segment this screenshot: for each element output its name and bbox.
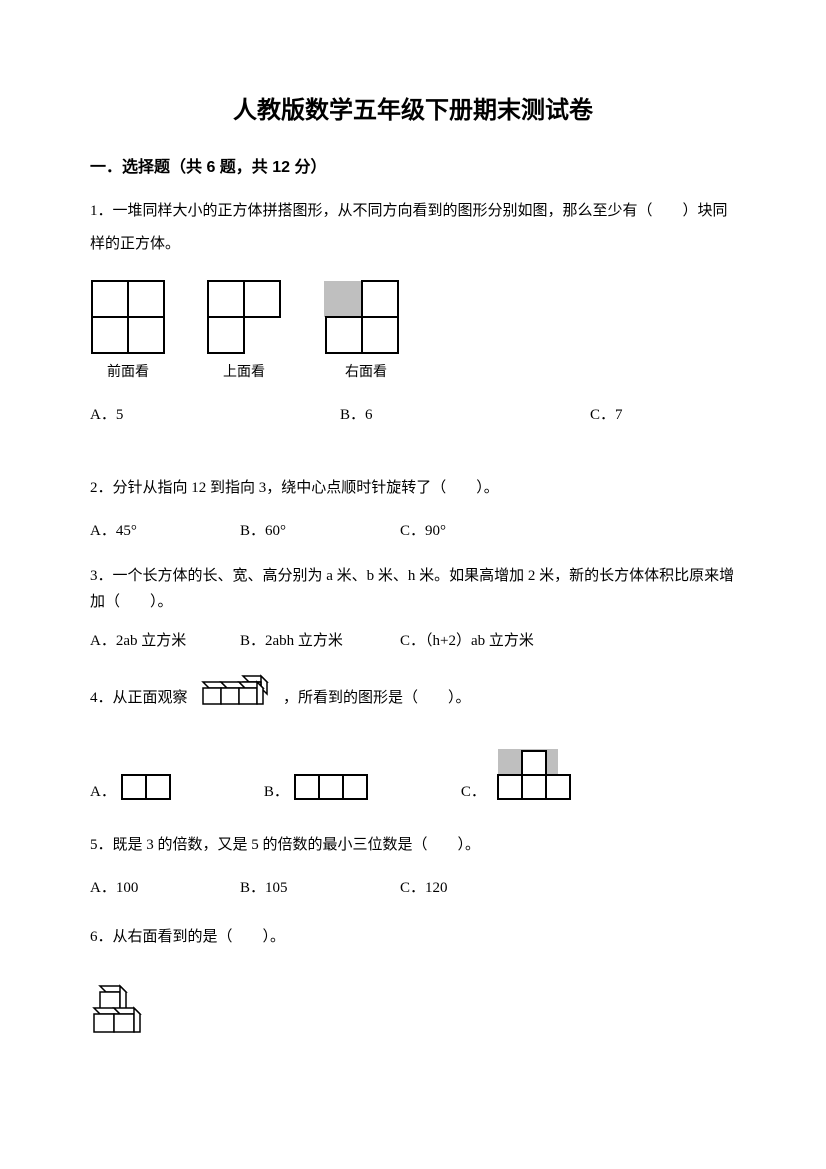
l-shape-icon [206, 279, 282, 355]
page-title: 人教版数学五年级下册期末测试卷 [90, 90, 736, 125]
q4-options: A． B． C． [90, 749, 736, 801]
q3-opt-a: A．2ab 立方米 [90, 629, 240, 650]
section-1-header: 一．选择题（共 6 题，共 12 分） [90, 153, 736, 177]
q4-opt-c-label: C． [461, 780, 486, 801]
q3-text: 3．一个长方体的长、宽、高分别为 a 米、b 米、h 米。如果高增加 2 米，新… [90, 564, 736, 615]
t-shape-icon [490, 749, 576, 801]
q4-text-post: ，所看到的图形是（ ）。 [283, 690, 471, 706]
q1-options: A．5 B．6 C．7 [90, 403, 736, 424]
cubes-stack-icon [90, 980, 160, 1038]
top-label: 上面看 [223, 361, 265, 381]
q4-opt-a: A． [90, 773, 174, 801]
q1-opt-a: A．5 [90, 403, 250, 424]
q2-options: A．45° B．60° C．90° [90, 519, 736, 540]
q2-text: 2．分针从指向 12 到指向 3，绕中心点顺时针旋转了（ ）。 [90, 472, 736, 505]
q1-text: 1．一堆同样大小的正方体拼搭图形，从不同方向看到的图形分别如图，那么至少有（ ）… [90, 195, 736, 261]
q4-opt-a-label: A． [90, 780, 116, 801]
q1-opt-c: C．7 [590, 403, 623, 424]
q6-figure [90, 980, 736, 1043]
grid-2x2-icon [90, 279, 166, 355]
q4-opt-b: B． [264, 773, 371, 801]
l-shape-right-icon [322, 279, 410, 355]
q4-opt-c: C． [461, 749, 576, 801]
right-label: 右面看 [345, 361, 387, 381]
cubes-3d-icon [195, 674, 275, 723]
q3-opt-b: B．2abh 立方米 [240, 629, 400, 650]
q2-opt-b: B．60° [240, 519, 400, 540]
q5-options: A．100 B．105 C．120 [90, 876, 736, 897]
q2-opt-a: A．45° [90, 519, 240, 540]
front-label: 前面看 [107, 361, 149, 381]
q6-text: 6．从右面看到的是（ ）。 [90, 921, 736, 954]
q2-opt-c: C．90° [400, 519, 446, 540]
q1-view-top: 上面看 [206, 279, 282, 381]
q3-options: A．2ab 立方米 B．2abh 立方米 C．（h+2）ab 立方米 [90, 629, 736, 650]
q4-text-pre: 4．从正面观察 [90, 690, 188, 706]
q1-opt-b: B．6 [340, 403, 500, 424]
q5-text: 5．既是 3 的倍数，又是 5 的倍数的最小三位数是（ ）。 [90, 829, 736, 862]
q5-opt-c: C．120 [400, 876, 448, 897]
q1-view-front: 前面看 [90, 279, 166, 381]
q4-text: 4．从正面观察 ，所看到的图形是（ ）。 [90, 674, 736, 723]
q5-opt-b: B．105 [240, 876, 400, 897]
two-squares-icon [120, 773, 174, 801]
q1-views: 前面看 上面看 右面看 [90, 279, 736, 381]
three-squares-icon [293, 773, 371, 801]
q1-view-right: 右面看 [322, 279, 410, 381]
q3-opt-c: C．（h+2）ab 立方米 [400, 629, 534, 650]
q5-opt-a: A．100 [90, 876, 240, 897]
q4-opt-b-label: B． [264, 780, 289, 801]
